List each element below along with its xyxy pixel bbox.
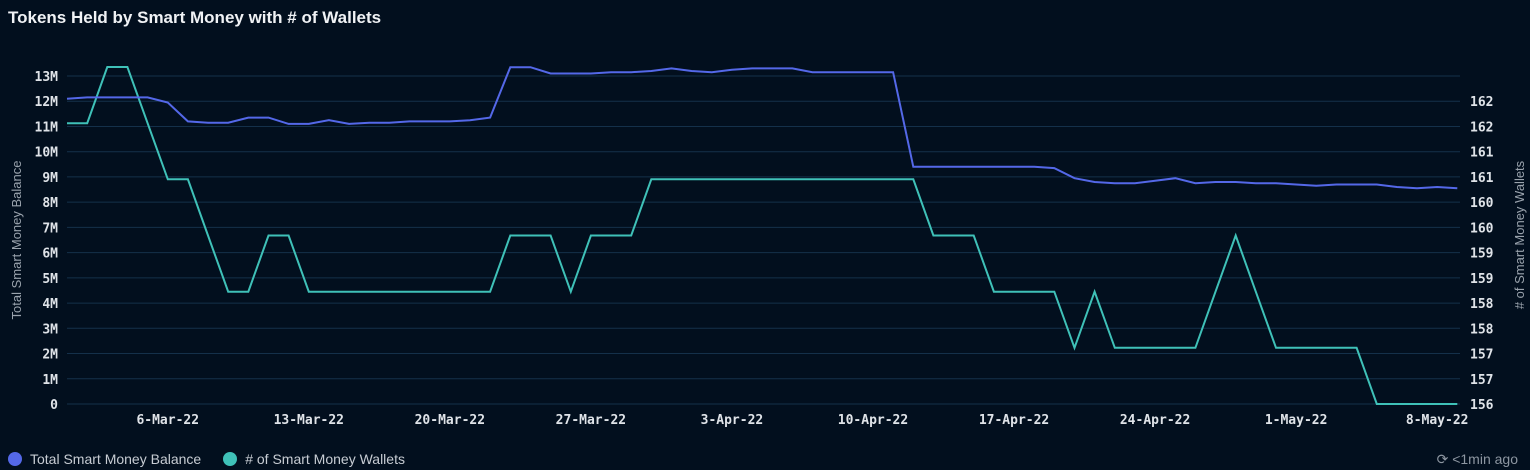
y-tick-label: 5M — [42, 272, 58, 287]
y-tick-label: 4M — [42, 297, 58, 312]
x-tick-label: 20-Mar-22 — [415, 413, 485, 428]
y2-tick-label: 157 — [1470, 373, 1493, 388]
y-tick-label: 3M — [42, 322, 58, 337]
legend-label: # of Smart Money Wallets — [245, 451, 405, 467]
y2-tick-label: 158 — [1470, 297, 1494, 312]
y-tick-label: 12M — [35, 95, 59, 110]
y-tick-label: 1M — [42, 373, 58, 388]
x-tick-label: 27-Mar-22 — [556, 413, 626, 428]
series-line-wallets — [67, 66, 1458, 405]
legend-swatch-balance — [8, 452, 22, 466]
y-tick-label: 7M — [42, 221, 58, 236]
x-tick-label: 10-Apr-22 — [838, 413, 908, 428]
y-tick-label: 13M — [35, 70, 59, 85]
last-updated: ⟳ <1min ago — [1437, 451, 1518, 468]
x-tick-label: 17-Apr-22 — [979, 413, 1049, 428]
x-tick-label: 1-May-22 — [1265, 413, 1328, 428]
y-tick-label: 6M — [42, 247, 58, 262]
y-tick-label: 0 — [50, 398, 58, 413]
y-tick-label: 11M — [35, 120, 59, 135]
x-tick-label: 13-Mar-22 — [274, 413, 344, 428]
y-tick-label: 8M — [42, 196, 58, 211]
y-tick-label: 2M — [42, 348, 58, 363]
y-axis-label: Total Smart Money Balance — [9, 161, 24, 320]
y2-tick-label: 161 — [1470, 171, 1494, 186]
y2-tick-label: 158 — [1470, 322, 1494, 337]
legend-item-balance[interactable]: Total Smart Money Balance — [8, 451, 201, 467]
y2-tick-label: 160 — [1470, 196, 1494, 211]
x-tick-label: 6-Mar-22 — [136, 413, 199, 428]
x-tick-label: 24-Apr-22 — [1120, 413, 1190, 428]
x-tick-label: 3-Apr-22 — [701, 413, 764, 428]
chart-title: Tokens Held by Smart Money with # of Wal… — [8, 8, 382, 27]
y2-tick-label: 162 — [1470, 120, 1493, 135]
legend-swatch-wallets — [223, 452, 238, 466]
legend: Total Smart Money Balance # of Smart Mon… — [8, 451, 405, 467]
y2-tick-label: 157 — [1470, 348, 1493, 363]
y2-tick-label: 159 — [1470, 247, 1493, 262]
y2-axis-label: # of Smart Money Wallets — [1512, 160, 1527, 309]
y2-tick-label: 159 — [1470, 272, 1493, 287]
y-tick-label: 9M — [42, 171, 58, 186]
legend-item-wallets[interactable]: # of Smart Money Wallets — [223, 451, 405, 467]
legend-label: Total Smart Money Balance — [30, 451, 202, 467]
y2-tick-label: 162 — [1470, 95, 1493, 110]
y2-tick-label: 160 — [1470, 221, 1494, 236]
refresh-icon[interactable]: ⟳ — [1436, 451, 1449, 467]
y-tick-label: 10M — [35, 146, 59, 161]
series-line-balance — [66, 66, 1458, 190]
y2-tick-label: 161 — [1470, 146, 1494, 161]
x-tick-label: 8-May-22 — [1406, 413, 1469, 428]
last-updated-text: <1min ago — [1452, 451, 1518, 467]
y2-tick-label: 156 — [1470, 398, 1494, 413]
